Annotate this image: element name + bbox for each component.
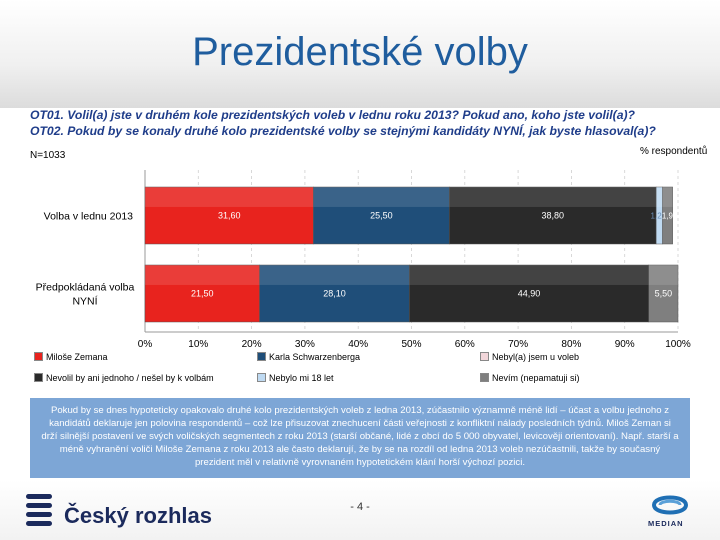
bar-segment — [449, 186, 657, 245]
data-label: 1,90 — [662, 212, 678, 221]
legend-item: Nevolil by ani jednoho / nešel by k volb… — [34, 373, 214, 383]
cesky-rozhlas-logo-text: Český rozhlas — [64, 503, 212, 528]
x-tick-label: 10% — [188, 339, 208, 350]
data-label: 38,80 — [541, 211, 564, 221]
legend-label: Nebylo mi 18 let — [269, 373, 334, 383]
sample-size: N=1033 — [30, 150, 66, 161]
bar-segment-highlight — [145, 187, 314, 207]
x-tick-label: 60% — [455, 339, 475, 350]
legend-swatch — [480, 373, 489, 382]
data-label: 44,90 — [518, 289, 541, 299]
median-logo-text: MEDIAN — [648, 519, 684, 528]
bar-segment — [662, 186, 673, 245]
legend-label: Nebyl(a) jsem u voleb — [492, 352, 580, 362]
legend-swatch — [34, 373, 43, 382]
category-label: Volba v lednu 2013 — [44, 211, 133, 223]
legend-swatch — [480, 352, 489, 361]
legend-swatch — [34, 352, 43, 361]
x-tick-label: 40% — [348, 339, 368, 350]
bar-segment-highlight — [662, 187, 673, 207]
legend-item: Nebyl(a) jsem u voleb — [480, 352, 579, 362]
legend-item: Miloše Zemana — [34, 352, 108, 362]
stacked-bar-chart: 0% 10% 20% 30% 40% 50% 60% 70% 80% 90% 100% Volba v… — [36, 170, 691, 350]
category-label: Předpokládaná volba NYNÍ — [36, 282, 135, 308]
data-label: 28,10 — [323, 289, 346, 299]
bar-segment-highlight — [656, 187, 663, 207]
header-background — [0, 0, 720, 108]
x-tick-label: 50% — [401, 339, 421, 350]
bar-segment — [144, 264, 260, 323]
data-label: 5,50 — [655, 289, 673, 299]
footer-background — [0, 480, 720, 540]
data-label: 25,50 — [370, 211, 393, 221]
legend-item: Nebylo mi 18 let — [257, 373, 334, 383]
legend-label: Nevím (nepamatuji si) — [492, 373, 580, 383]
legend-label: Nevolil by ani jednoho / nešel by k volb… — [46, 373, 214, 383]
x-tick-label: 70% — [508, 339, 528, 350]
bar-segment — [144, 186, 314, 245]
legend-item: Karla Schwarzenberga — [257, 352, 360, 362]
unit-label: % respondentů — [640, 146, 708, 157]
legend-swatch — [257, 352, 266, 361]
legend-label: Miloše Zemana — [46, 352, 108, 362]
x-tick-label: 20% — [242, 339, 262, 350]
data-label: 31,60 — [218, 211, 241, 221]
legend-swatch — [257, 373, 266, 382]
median-logo-icon — [651, 495, 689, 515]
bar-segment-highlight — [648, 265, 678, 285]
question-ot02: OT02. Pokud by se konaly druhé kolo prez… — [30, 124, 656, 138]
bar-segment-highlight — [259, 265, 410, 285]
legend-label: Karla Schwarzenberga — [269, 352, 361, 362]
page-number: - 4 - — [350, 501, 370, 513]
bar-segment — [648, 264, 679, 323]
data-label: 21,50 — [191, 289, 214, 299]
x-tick-label: 0% — [138, 339, 153, 350]
bar-segment-highlight — [449, 187, 657, 207]
bar-segment — [409, 264, 649, 323]
legend-item: Nevím (nepamatuji si) — [480, 373, 580, 383]
bar-segment-highlight — [145, 265, 260, 285]
bar-segment-highlight — [313, 187, 450, 207]
bar-segment — [313, 186, 450, 245]
commentary-box: Pokud by se dnes hypoteticky opakovalo d… — [30, 398, 690, 478]
x-tick-label: 90% — [615, 339, 635, 350]
x-tick-label: 80% — [561, 339, 581, 350]
x-tick-label: 100% — [665, 339, 691, 350]
question-ot01: OT01. Volil(a) jste v druhém kole prezid… — [30, 108, 636, 122]
page-title: Prezidentské volby — [192, 30, 528, 74]
x-tick-label: 30% — [295, 339, 315, 350]
bar-segment-highlight — [409, 265, 649, 285]
cesky-rozhlas-logo-icon — [26, 494, 52, 526]
data-label: 1,20 — [651, 212, 667, 221]
